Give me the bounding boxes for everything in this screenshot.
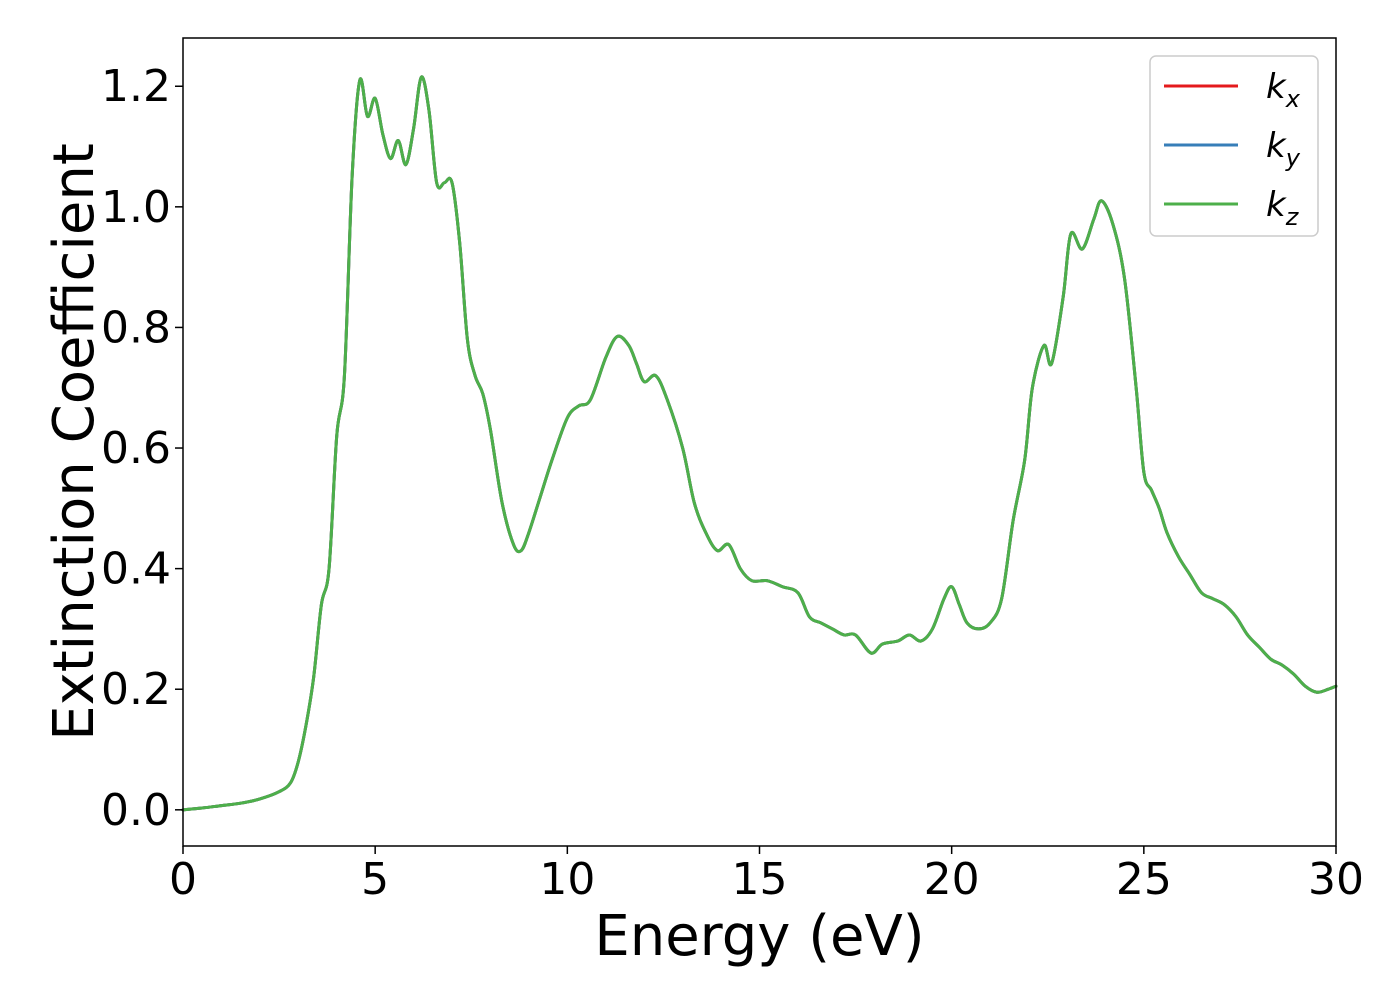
x-axis-label: Energy (eV) [594, 904, 924, 969]
y-tick-label: 0.6 [101, 423, 171, 474]
y-tick-label: 0.4 [101, 544, 171, 595]
y-tick-label: 0.8 [101, 302, 171, 353]
legend-label-main: k [1266, 185, 1287, 225]
x-tick-label: 10 [539, 854, 595, 905]
y-axis: 0.0 0.2 0.4 0.6 0.8 1.0 1.2 [101, 61, 183, 836]
legend-label-main: k [1266, 126, 1287, 166]
series-layer [181, 75, 1338, 812]
y-tick-label: 0.2 [101, 664, 171, 715]
series-line-kz [181, 75, 1338, 812]
x-tick-label: 30 [1308, 854, 1364, 905]
x-tick-label: 25 [1116, 854, 1172, 905]
legend-label-main: k [1266, 67, 1287, 107]
legend-label-subscript: z [1285, 203, 1300, 231]
y-tick-label: 1.0 [101, 182, 171, 233]
y-tick-label: 1.2 [101, 61, 171, 112]
legend-label-subscript: y [1285, 144, 1301, 172]
y-axis-label: Extinction Coefficient [42, 143, 107, 741]
x-tick-label: 5 [361, 854, 389, 905]
x-tick-label: 20 [924, 854, 980, 905]
x-tick-label: 15 [732, 854, 788, 905]
y-tick-label: 0.0 [101, 785, 171, 836]
legend-label-subscript: x [1285, 85, 1301, 113]
x-axis: 0 5 10 15 20 25 30 [169, 846, 1364, 905]
x-tick-label: 0 [169, 854, 197, 905]
legend-label: kx [1266, 67, 1301, 113]
legend-label: kz [1266, 185, 1300, 231]
legend-label: ky [1266, 126, 1301, 172]
